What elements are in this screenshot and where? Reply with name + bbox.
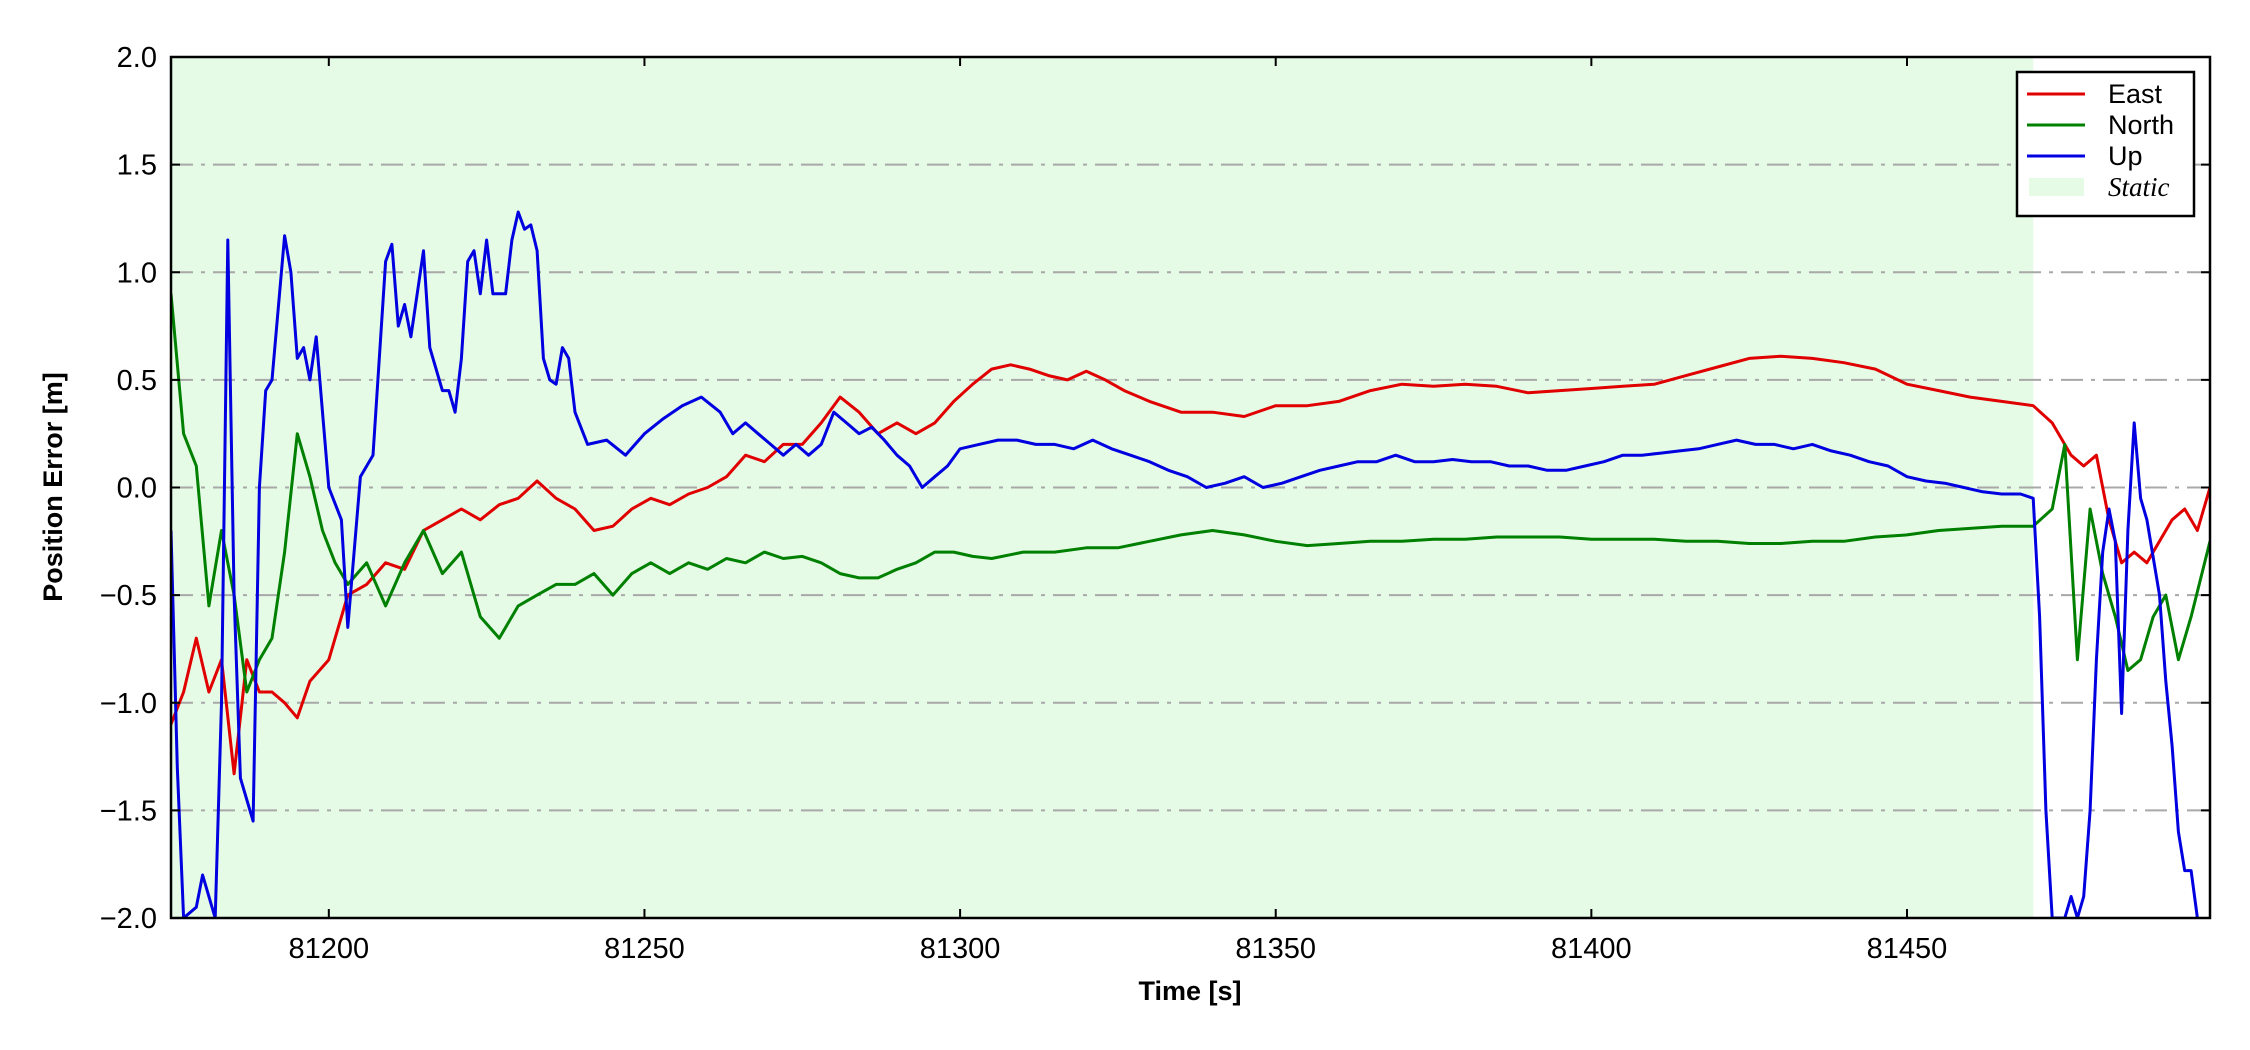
- x-tick-label: 81400: [1551, 933, 1632, 965]
- y-tick-label: 0.5: [117, 365, 157, 397]
- legend-label-east: East: [2108, 79, 2163, 109]
- legend-label-static: Static: [2108, 172, 2170, 202]
- y-tick-label: −0.5: [100, 580, 157, 612]
- y-tick-label: −2.0: [100, 903, 157, 935]
- legend-swatch-static: [2029, 178, 2084, 196]
- y-axis-title: Position Error [m]: [38, 372, 68, 602]
- y-tick-label: 1.5: [117, 150, 157, 182]
- y-tick-label: −1.0: [100, 688, 157, 720]
- series-line-up: [171, 210, 2199, 918]
- x-tick-label: 81300: [920, 933, 1001, 965]
- x-tick-label: 81350: [1235, 933, 1316, 965]
- y-tick-label: 1.0: [117, 257, 157, 289]
- x-tick-label: 81450: [1867, 933, 1948, 965]
- legend-label-north: North: [2108, 110, 2174, 140]
- y-tick-label: 0.0: [117, 473, 157, 505]
- series-line-east: [171, 354, 2210, 776]
- series-line-north: [171, 293, 2210, 694]
- x-axis-title: Time [s]: [1138, 976, 1241, 1006]
- x-tick-label: 81200: [288, 933, 369, 965]
- legend-label-up: Up: [2108, 141, 2143, 171]
- x-tick-label: 81250: [604, 933, 685, 965]
- y-tick-label: −1.5: [100, 795, 157, 827]
- y-tick-label: 2.0: [117, 42, 157, 74]
